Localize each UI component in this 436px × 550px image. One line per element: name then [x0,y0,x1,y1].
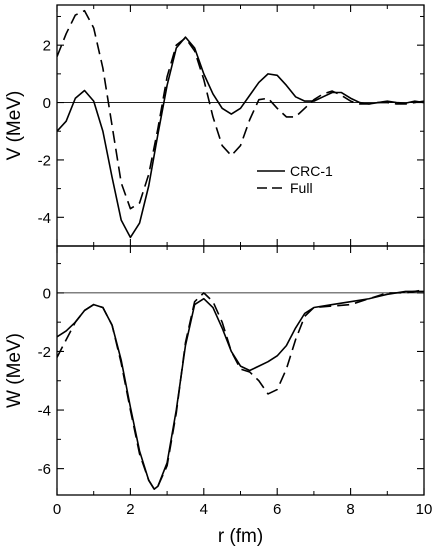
y-tick-label: -4 [38,210,51,227]
x-axis-label: r (fm) [218,526,263,547]
y-tick-label: -6 [38,461,51,478]
y-axis-label: V (MeV) [4,91,25,161]
plot-frame [56,245,425,496]
x-tick-label: 0 [53,501,61,518]
y-tick-label: 2 [43,38,51,55]
y-tick-label: -2 [38,152,51,169]
potential-w-panel: 0 2 4 6 8 10 -6 -4 -2 0 W (MeV) r (fm) [4,245,433,547]
y-tick-label: 0 [43,95,51,112]
x-tick-label: 10 [416,501,433,518]
x-tick-label: 8 [346,501,354,518]
y-axis-label: W (MeV) [4,333,25,408]
x-tick-label: 6 [273,501,281,518]
x-tick-label: 2 [126,501,134,518]
series-line-crc-1 [57,36,424,239]
y-tick-label: -2 [38,344,51,361]
y-tick-label: 0 [43,285,51,302]
x-tick-label: 4 [200,501,208,518]
series-line-full [57,9,424,210]
series-line-full [57,289,424,490]
series-line-crc-1 [57,290,424,490]
legend-entry-label: CRC-1 [290,163,333,179]
legend-entry-label: Full [290,180,313,196]
plot-frame [56,4,425,247]
y-tick-label: -4 [38,403,51,420]
